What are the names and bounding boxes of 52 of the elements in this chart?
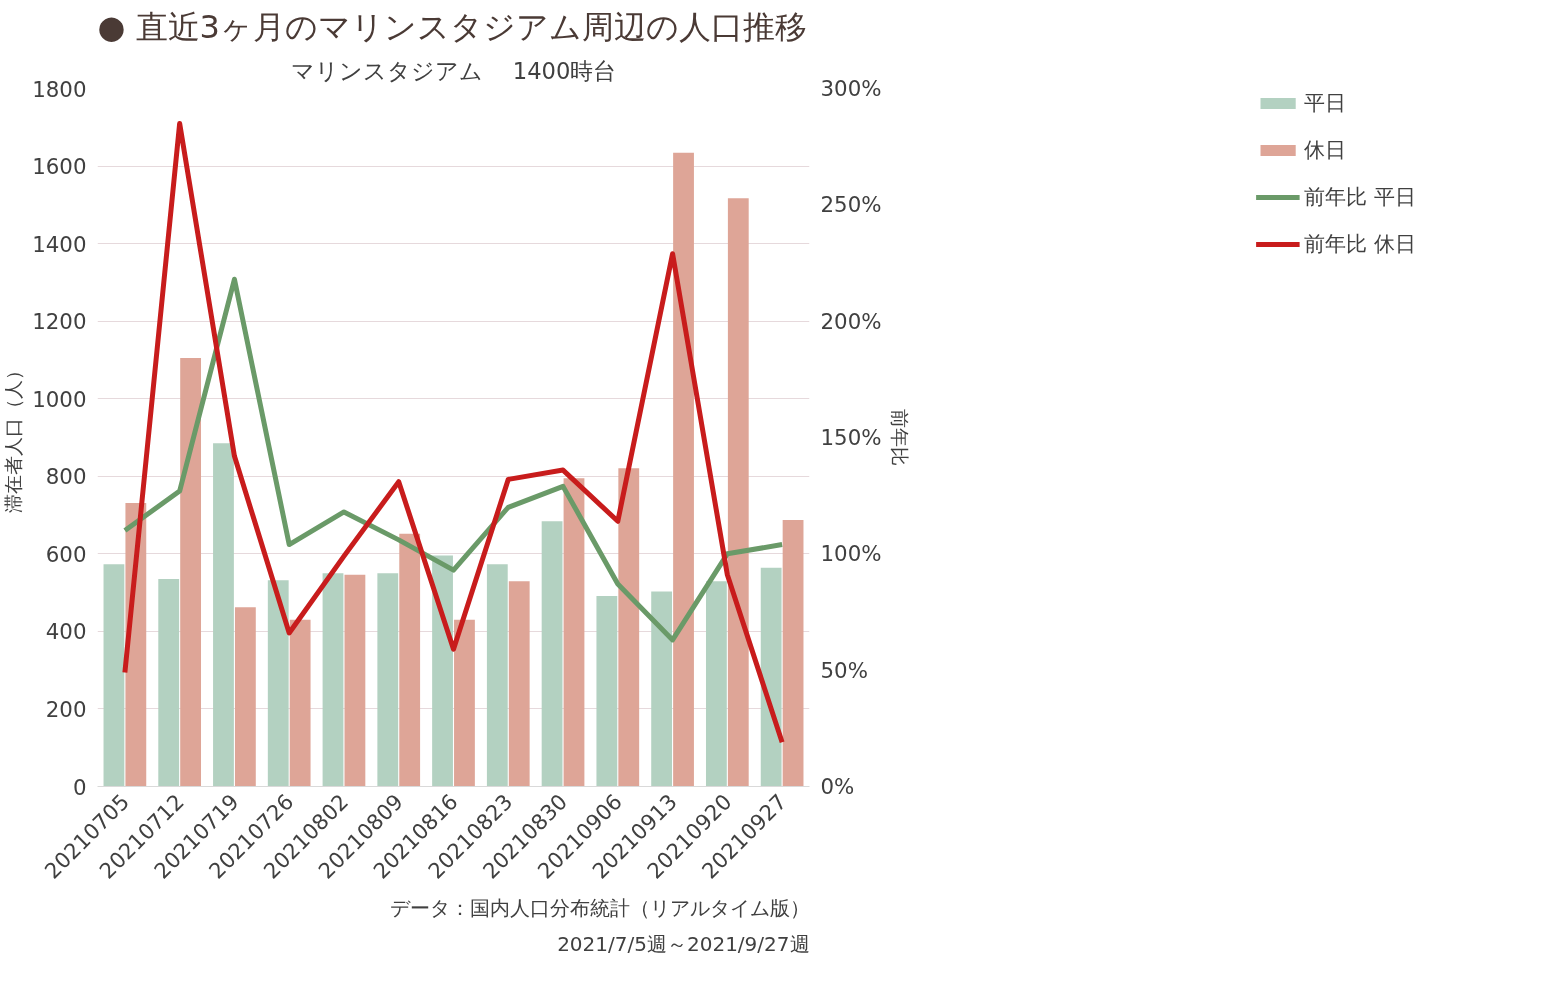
y-tick-label: 1200 [32, 309, 87, 335]
y-tick-label: 1000 [32, 386, 87, 412]
legend-label: 前年比 休日 [1304, 230, 1416, 258]
y-tick-label: 200 [45, 696, 87, 722]
y2-tick-label: 200% [820, 308, 882, 334]
chart-subtitle: マリンスタジアム 1400時台 [290, 57, 617, 84]
bar [344, 574, 366, 787]
legend-label: 休日 [1304, 136, 1347, 164]
bar [322, 573, 344, 787]
bar [705, 581, 727, 787]
bar [563, 478, 585, 787]
y2-axis-title: 前年比 [889, 409, 911, 466]
bar [213, 443, 234, 787]
y-axis-title: 滞在者人口（人） [3, 361, 25, 514]
y2-tick-label: 100% [820, 541, 882, 567]
bar [508, 581, 530, 787]
bar [377, 573, 399, 787]
bar [454, 619, 475, 787]
bar [486, 564, 508, 787]
text: データ：国内人口分布統計（リアルタイム版） [389, 895, 810, 920]
y2-tick-label: 150% [820, 425, 882, 450]
text: 2021/7/5週～2021/9/27週 [557, 931, 810, 956]
y-tick-label: 0 [72, 774, 87, 800]
bar [399, 533, 421, 787]
bar [234, 607, 256, 787]
legend-label: 前年比 平日 [1304, 183, 1416, 211]
bar [432, 555, 453, 787]
y2-tick-label: 250% [820, 192, 882, 218]
legend-label: 平日 [1304, 89, 1347, 117]
y-tick-label: 1600 [32, 154, 87, 180]
y-tick-label: 600 [45, 541, 87, 567]
bar [158, 579, 180, 787]
bar [541, 521, 563, 787]
bar [103, 564, 125, 787]
bar [289, 619, 311, 787]
bar [760, 567, 782, 787]
bar [618, 468, 640, 787]
y2-tick-label: 50% [820, 657, 868, 683]
y-tick-label: 400 [45, 619, 87, 645]
bar [180, 358, 202, 787]
y2-tick-label: 0% [820, 774, 855, 799]
y-tick-label: 800 [45, 464, 87, 490]
bar [727, 198, 749, 787]
y2-tick-label: 300% [820, 76, 882, 101]
bar [673, 152, 694, 787]
y-tick-label: 1800 [32, 76, 87, 102]
bar [267, 580, 289, 787]
bar [596, 596, 618, 787]
bar [782, 520, 804, 787]
bar [651, 591, 673, 787]
y-tick-label: 1400 [32, 231, 87, 257]
chart-title: ● 直近3ヶ月のマリンスタジアム周辺の人口推移 [97, 7, 807, 46]
